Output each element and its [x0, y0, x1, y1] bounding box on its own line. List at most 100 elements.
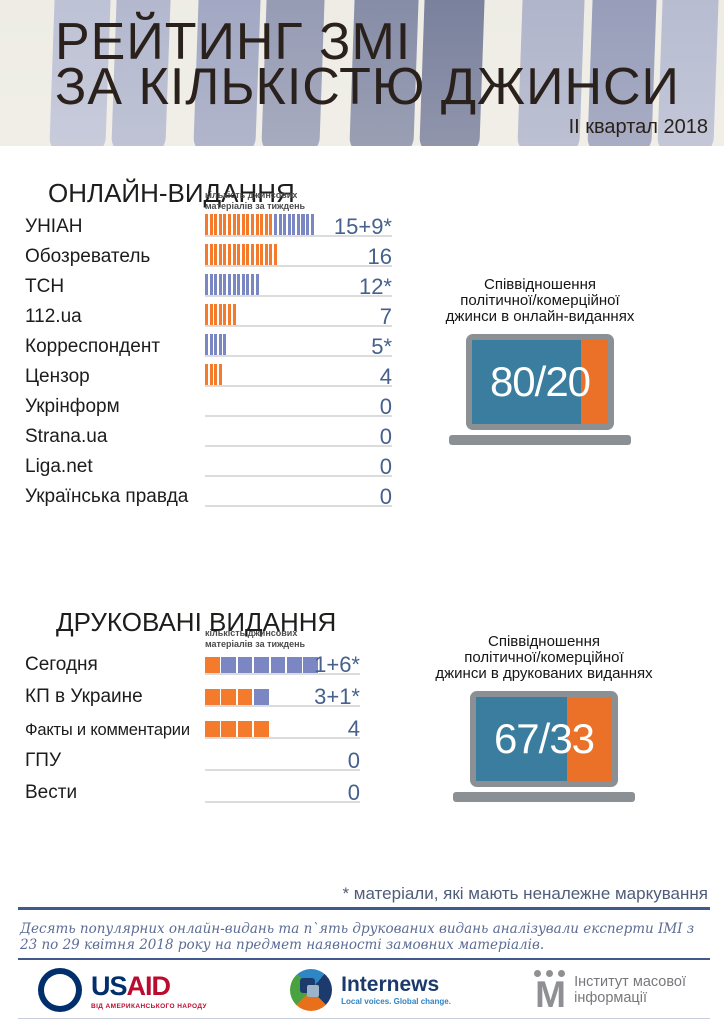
bar [205, 334, 227, 355]
imi-logo: М Інститут масової інформації [534, 969, 686, 1015]
bar-value: 0 [379, 484, 392, 509]
axis-note-line1: кількість джинсових [205, 190, 298, 200]
laptop-base [449, 435, 631, 445]
chart-row: КП в Украине 3+1* [25, 680, 360, 712]
bar-unit-orange [214, 304, 218, 325]
bar-unit-orange [260, 214, 264, 235]
caption-line: джинси в друкованих виданнях [435, 665, 653, 682]
caption-line: Співвідношення [487, 633, 600, 650]
row-underline [205, 325, 392, 327]
print-bar-chart: Сегодня 1+6* КП в Украине 3+1* Факты и комме… [25, 648, 360, 808]
bar-unit-orange [232, 304, 236, 325]
bar-unit-blue [218, 334, 222, 355]
usaid-us: US [91, 970, 128, 1001]
media-name-label: Strana.ua [25, 426, 108, 447]
media-name-label: Сегодня [25, 654, 98, 675]
bar-value: 15+9* [333, 214, 392, 239]
laptop-graphic-online: Співвідношення політичної/комерційної дж… [425, 277, 655, 445]
axis-note-line1: кількість джинсових [205, 628, 298, 638]
chart-row: Liga.net 0 [25, 452, 392, 482]
bar-unit-orange [205, 720, 220, 737]
page-title-line1: РЕЙТИНГ ЗМІ [55, 13, 412, 71]
bar-value: 0 [379, 394, 392, 419]
asterisk-footnote: * матеріали, які мають неналежне маркува… [342, 884, 708, 903]
laptop-screen-political-area: 80/20 [472, 340, 608, 424]
media-name-label: УНІАН [25, 216, 83, 237]
bar-unit-blue [205, 334, 209, 355]
caption-line: джинси в онлайн-виданнях [445, 308, 635, 325]
imi-name-line1: Інститут масової [574, 974, 686, 990]
row-underline [205, 415, 392, 417]
media-name-label: Корреспондент [25, 336, 161, 357]
bar-value: 5* [371, 334, 392, 359]
bar-value: 16 [367, 244, 392, 269]
media-name-label: Факты и комментарии [25, 721, 190, 739]
chart-row: Цензор 4 [25, 362, 392, 392]
bar-unit-blue [214, 274, 218, 295]
axis-note-line2: матеріалів за тиждень [205, 639, 306, 649]
usaid-logo: USAID ВІД АМЕРИКАНСЬКОГО НАРОДУ [38, 968, 207, 1012]
bar-value: 0 [379, 454, 392, 479]
bar-unit-orange [214, 364, 218, 385]
chart-row: Обозреватель 16 [25, 242, 392, 272]
bar-unit-orange [209, 214, 213, 235]
bar-unit-orange [264, 214, 268, 235]
bar-unit-blue [273, 214, 277, 235]
section-title-print: ДРУКОВАНІ ВИДАННЯ [56, 606, 337, 637]
internews-logo: Internews Local voices. Global change. [290, 969, 451, 1011]
bar-unit-orange [227, 244, 232, 265]
bar [205, 688, 269, 705]
bar-unit-blue [205, 274, 209, 295]
row-underline [205, 265, 392, 267]
bar-unit-orange [205, 244, 209, 265]
bar-value: 4 [347, 716, 360, 741]
bar [205, 364, 222, 385]
chart-row: Сегодня 1+6* [25, 648, 360, 680]
header-photo-jeans [0, 0, 724, 146]
chart-row: ТСН 12* [25, 272, 392, 302]
row-underline [205, 505, 392, 507]
imi-letter-m: М [535, 973, 566, 1015]
bar-unit-orange [223, 304, 227, 325]
bar-unit-blue [232, 274, 236, 295]
bar-unit-blue [218, 274, 222, 295]
bar-unit-blue [303, 656, 318, 673]
bar-unit-blue [283, 214, 287, 235]
bar-unit-orange [209, 364, 213, 385]
bar-unit-orange [255, 244, 259, 265]
bar-unit-blue [209, 274, 213, 295]
bar-unit-orange [227, 304, 232, 325]
bar-unit-blue [306, 214, 310, 235]
bar-unit-blue [250, 274, 255, 295]
bar-unit-orange [273, 244, 277, 265]
bar-unit-orange [223, 244, 227, 265]
bar-unit-orange [221, 720, 236, 737]
ratio-label-online: 80/20 [489, 358, 591, 405]
laptop-screen: 80/20 [466, 334, 614, 430]
bar-unit-blue [227, 274, 232, 295]
row-underline [205, 705, 360, 707]
media-name-label: Liga.net [25, 456, 93, 477]
bar-unit-blue [209, 334, 213, 355]
bar-unit-blue [254, 688, 269, 705]
bar [205, 274, 259, 295]
bar-unit-blue [296, 214, 300, 235]
axis-note-online: кількість джинсових матеріалів за тижден… [205, 190, 305, 212]
bar-unit-blue [287, 214, 291, 235]
chart-row: Укрінформ 0 [25, 392, 392, 422]
laptop-caption-online: Співвідношення політичної/комерційної дж… [425, 277, 655, 325]
bar-unit-orange [241, 244, 245, 265]
row-underline [205, 737, 360, 739]
internews-name: Internews [341, 973, 440, 996]
bar-unit-blue [255, 274, 259, 295]
bar-unit-blue [246, 274, 250, 295]
bar-unit-orange [269, 244, 273, 265]
bar-value: 0 [347, 780, 360, 805]
bar-unit-blue [214, 334, 218, 355]
usaid-subtext: ВІД АМЕРИКАНСЬКОГО НАРОДУ [91, 1002, 207, 1010]
bar [205, 720, 269, 737]
bar-value: 4 [379, 364, 392, 389]
bar-unit-orange [218, 364, 222, 385]
chart-row: Вести 0 [25, 776, 360, 808]
